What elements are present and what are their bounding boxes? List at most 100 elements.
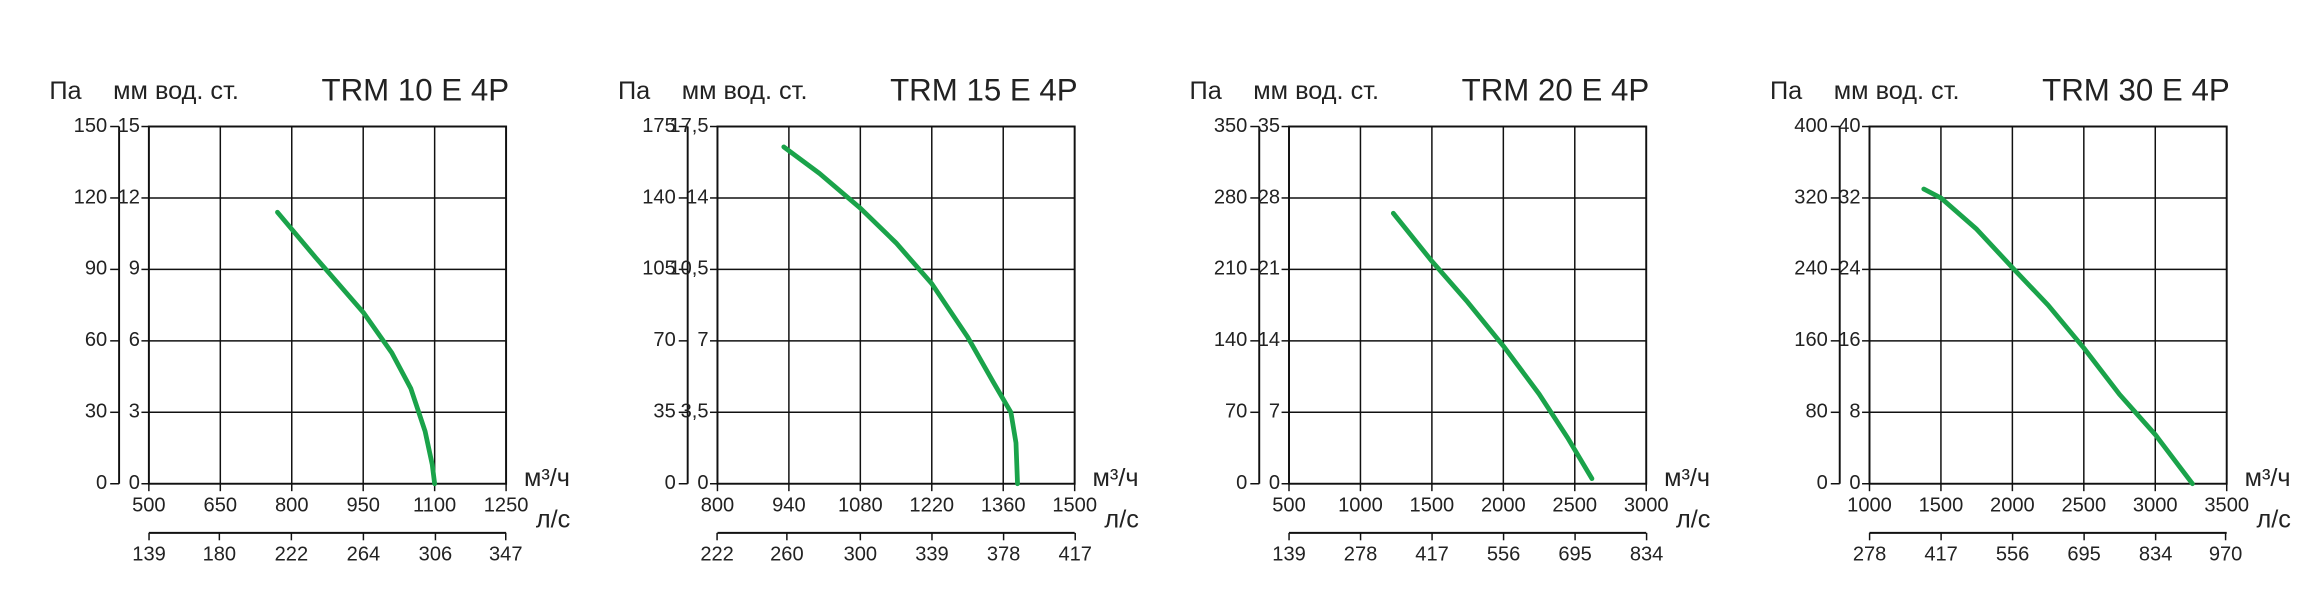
y2-tick-label: 12 <box>118 186 140 208</box>
y2-axis-label: мм вод. ст. <box>113 77 239 105</box>
x2-tick-label: 264 <box>347 543 381 565</box>
y2-axis-label: мм вод. ст. <box>682 77 808 105</box>
x2-tick-label: 278 <box>1853 543 1887 565</box>
chart-title: TRM 20 E 4P <box>1462 73 1650 108</box>
y-tick-label: 70 <box>653 329 675 351</box>
plot-frame <box>716 125 1076 485</box>
x-tick-label: 2000 <box>1481 494 1526 516</box>
y2-tick-label: 6 <box>129 329 140 351</box>
y-tick-label: 0 <box>1236 472 1247 494</box>
y2-tick-label: 15 <box>118 115 140 137</box>
x2-tick-label: 306 <box>419 543 453 565</box>
y-tick-label: 0 <box>1817 472 1828 494</box>
y2-tick-label: 40 <box>1838 115 1860 137</box>
x-tick-label: 1220 <box>909 494 954 516</box>
y2-tick-label: 14 <box>1258 329 1280 351</box>
y2-tick-label: 0 <box>1849 472 1860 494</box>
x-tick-label: 1080 <box>838 494 883 516</box>
y2-tick-label: 14 <box>686 186 708 208</box>
y-tick-label: 210 <box>1214 258 1248 280</box>
x-tick-label: 800 <box>701 494 735 516</box>
x-tick-label: 500 <box>1272 494 1306 516</box>
x2-tick-label: 139 <box>132 543 166 565</box>
x-tick-label: 1250 <box>484 494 529 516</box>
y2-tick-label: 21 <box>1258 258 1280 280</box>
x2-tick-label: 347 <box>489 543 523 565</box>
x2-tick-label: 556 <box>1996 543 2030 565</box>
y-tick-label: 90 <box>85 258 107 280</box>
x-axis-label: м³/ч <box>2245 464 2291 492</box>
x2-tick-label: 417 <box>1924 543 1958 565</box>
x2-tick-label: 695 <box>1558 543 1592 565</box>
x2-axis-label: л/с <box>536 506 570 534</box>
y-tick-label: 240 <box>1794 258 1828 280</box>
chart-title: TRM 30 E 4P <box>2042 73 2230 108</box>
x-tick-label: 1000 <box>1847 494 1892 516</box>
x-tick-label: 1500 <box>1052 494 1097 516</box>
y2-tick-label: 8 <box>1849 401 1860 423</box>
x-tick-label: 2500 <box>1552 494 1597 516</box>
y2-tick-label: 7 <box>697 329 708 351</box>
x-tick-label: 2500 <box>2061 494 2106 516</box>
x-tick-label: 800 <box>275 494 309 516</box>
y2-axis-label: мм вод. ст. <box>1253 77 1379 105</box>
x2-tick-label: 970 <box>2209 543 2243 565</box>
x-tick-label: 1500 <box>1410 494 1455 516</box>
y-tick-label: 140 <box>1214 329 1248 351</box>
y2-tick-label: 0 <box>1269 472 1280 494</box>
fan-curve <box>1921 186 2195 487</box>
x2-axis-label: л/с <box>1104 506 1138 534</box>
chart-title: TRM 15 E 4P <box>890 73 1078 108</box>
x2-tick-label: 417 <box>1058 543 1092 565</box>
y-tick-label: 60 <box>85 329 107 351</box>
plot-frame <box>147 125 508 485</box>
x-tick-label: 1500 <box>1919 494 1964 516</box>
y2-tick-label: 9 <box>129 258 140 280</box>
y-tick-label: 160 <box>1794 329 1828 351</box>
x-tick-label: 650 <box>204 494 238 516</box>
y2-tick-label: 10,5 <box>669 258 708 280</box>
x-tick-label: 500 <box>132 494 166 516</box>
y2-axis-label: мм вод. ст. <box>1834 77 1960 105</box>
y2-tick-label: 24 <box>1838 258 1860 280</box>
x-tick-label: 1360 <box>981 494 1026 516</box>
y-axis-label: Па <box>618 77 651 105</box>
y-tick-label: 320 <box>1794 186 1828 208</box>
x-tick-label: 940 <box>772 494 806 516</box>
y2-tick-label: 32 <box>1838 186 1860 208</box>
y2-tick-label: 35 <box>1258 115 1280 137</box>
y-tick-label: 105 <box>642 258 676 280</box>
x2-tick-label: 260 <box>770 543 804 565</box>
x2-tick-label: 556 <box>1487 543 1521 565</box>
x2-tick-label: 695 <box>2067 543 2101 565</box>
x2-axis-label: л/с <box>2256 506 2290 534</box>
x-tick-label: 1000 <box>1338 494 1383 516</box>
x2-tick-label: 300 <box>844 543 878 565</box>
y-tick-label: 30 <box>85 401 107 423</box>
chart-title: TRM 10 E 4P <box>322 73 510 108</box>
x-axis-label: м³/ч <box>524 464 570 492</box>
x-axis-label: м³/ч <box>1093 464 1139 492</box>
x2-tick-label: 278 <box>1344 543 1378 565</box>
y2-tick-label: 0 <box>129 472 140 494</box>
y-tick-label: 140 <box>642 186 676 208</box>
fan-curve <box>781 144 1020 487</box>
y2-tick-label: 0 <box>697 472 708 494</box>
x-tick-label: 3000 <box>2133 494 2178 516</box>
x2-tick-label: 834 <box>2139 543 2173 565</box>
y2-tick-label: 3,5 <box>681 401 709 423</box>
x-tick-label: 2000 <box>1990 494 2035 516</box>
fan-curve <box>275 209 438 487</box>
x2-axis-label: л/с <box>1676 506 1710 534</box>
y2-tick-label: 7 <box>1269 401 1280 423</box>
y2-tick-label: 3 <box>129 401 140 423</box>
y-tick-label: 80 <box>1805 401 1827 423</box>
x-tick-label: 3500 <box>2204 494 2249 516</box>
x-tick-label: 1100 <box>413 494 456 516</box>
x2-tick-label: 222 <box>700 543 734 565</box>
y-tick-label: 0 <box>96 472 107 494</box>
y-tick-label: 120 <box>74 186 108 208</box>
x2-tick-label: 417 <box>1415 543 1449 565</box>
